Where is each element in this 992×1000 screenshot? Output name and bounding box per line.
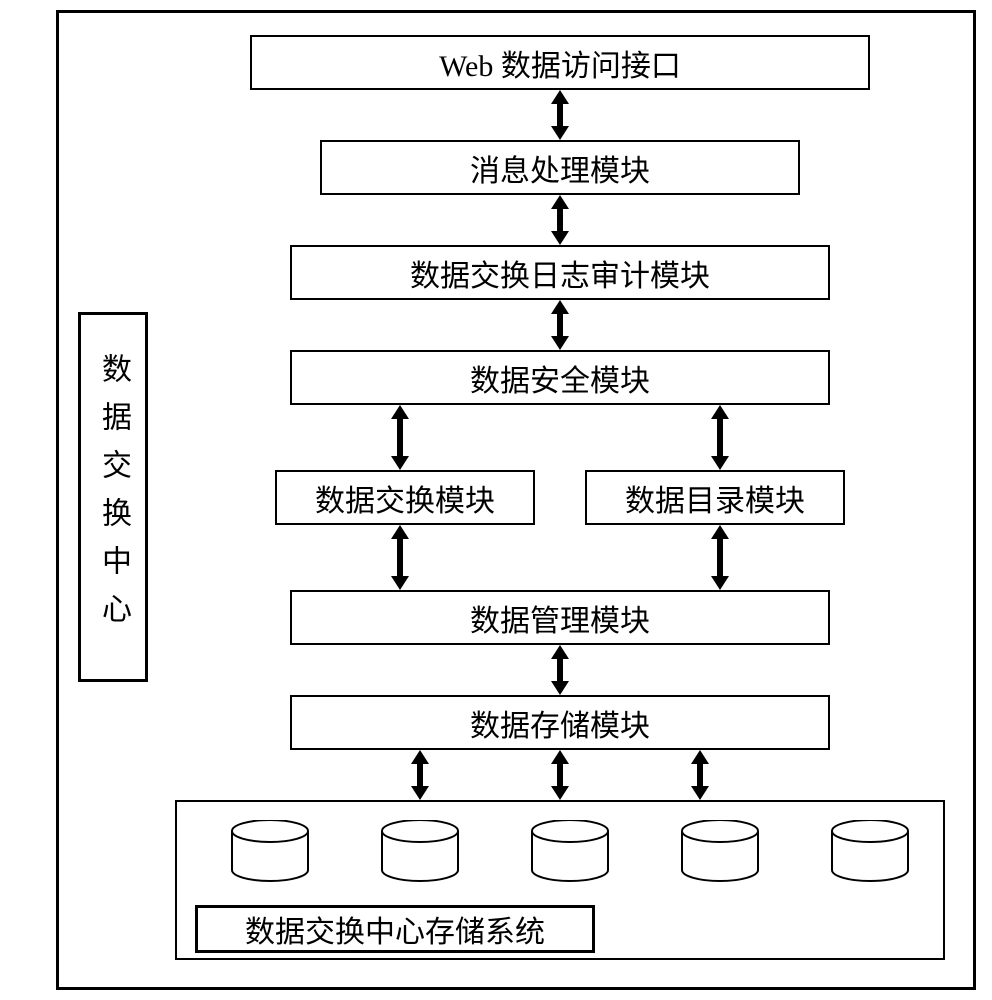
cylinder-2 xyxy=(380,820,460,892)
box-data-management: 数据管理模块 xyxy=(290,590,830,645)
cylinder-4 xyxy=(680,820,760,892)
storage-label-box: 数据交换中心存储系统 xyxy=(195,905,595,953)
box-web-interface: Web 数据访问接口 xyxy=(250,35,870,90)
box-data-security-text: 数据安全模块 xyxy=(470,356,650,400)
box-web-interface-text: Web 数据访问接口 xyxy=(439,41,681,85)
box-message-proc: 消息处理模块 xyxy=(320,140,800,195)
cylinder-5 xyxy=(830,820,910,892)
box-data-storage: 数据存储模块 xyxy=(290,695,830,750)
box-data-directory-text: 数据目录模块 xyxy=(625,476,805,520)
box-data-storage-text: 数据存储模块 xyxy=(470,701,650,745)
box-data-exchange-text: 数据交换模块 xyxy=(315,476,495,520)
storage-label-text: 数据交换中心存储系统 xyxy=(245,907,545,951)
side-label-text: 数据交换中心 xyxy=(98,353,128,641)
box-message-proc-text: 消息处理模块 xyxy=(470,146,650,190)
box-data-security: 数据安全模块 xyxy=(290,350,830,405)
side-label-box: 数据交换中心 xyxy=(78,312,148,682)
box-log-audit: 数据交换日志审计模块 xyxy=(290,245,830,300)
cylinder-3 xyxy=(530,820,610,892)
box-log-audit-text: 数据交换日志审计模块 xyxy=(410,251,710,295)
cylinder-1 xyxy=(230,820,310,892)
box-data-directory: 数据目录模块 xyxy=(585,470,845,525)
box-data-exchange: 数据交换模块 xyxy=(275,470,535,525)
box-data-management-text: 数据管理模块 xyxy=(470,596,650,640)
